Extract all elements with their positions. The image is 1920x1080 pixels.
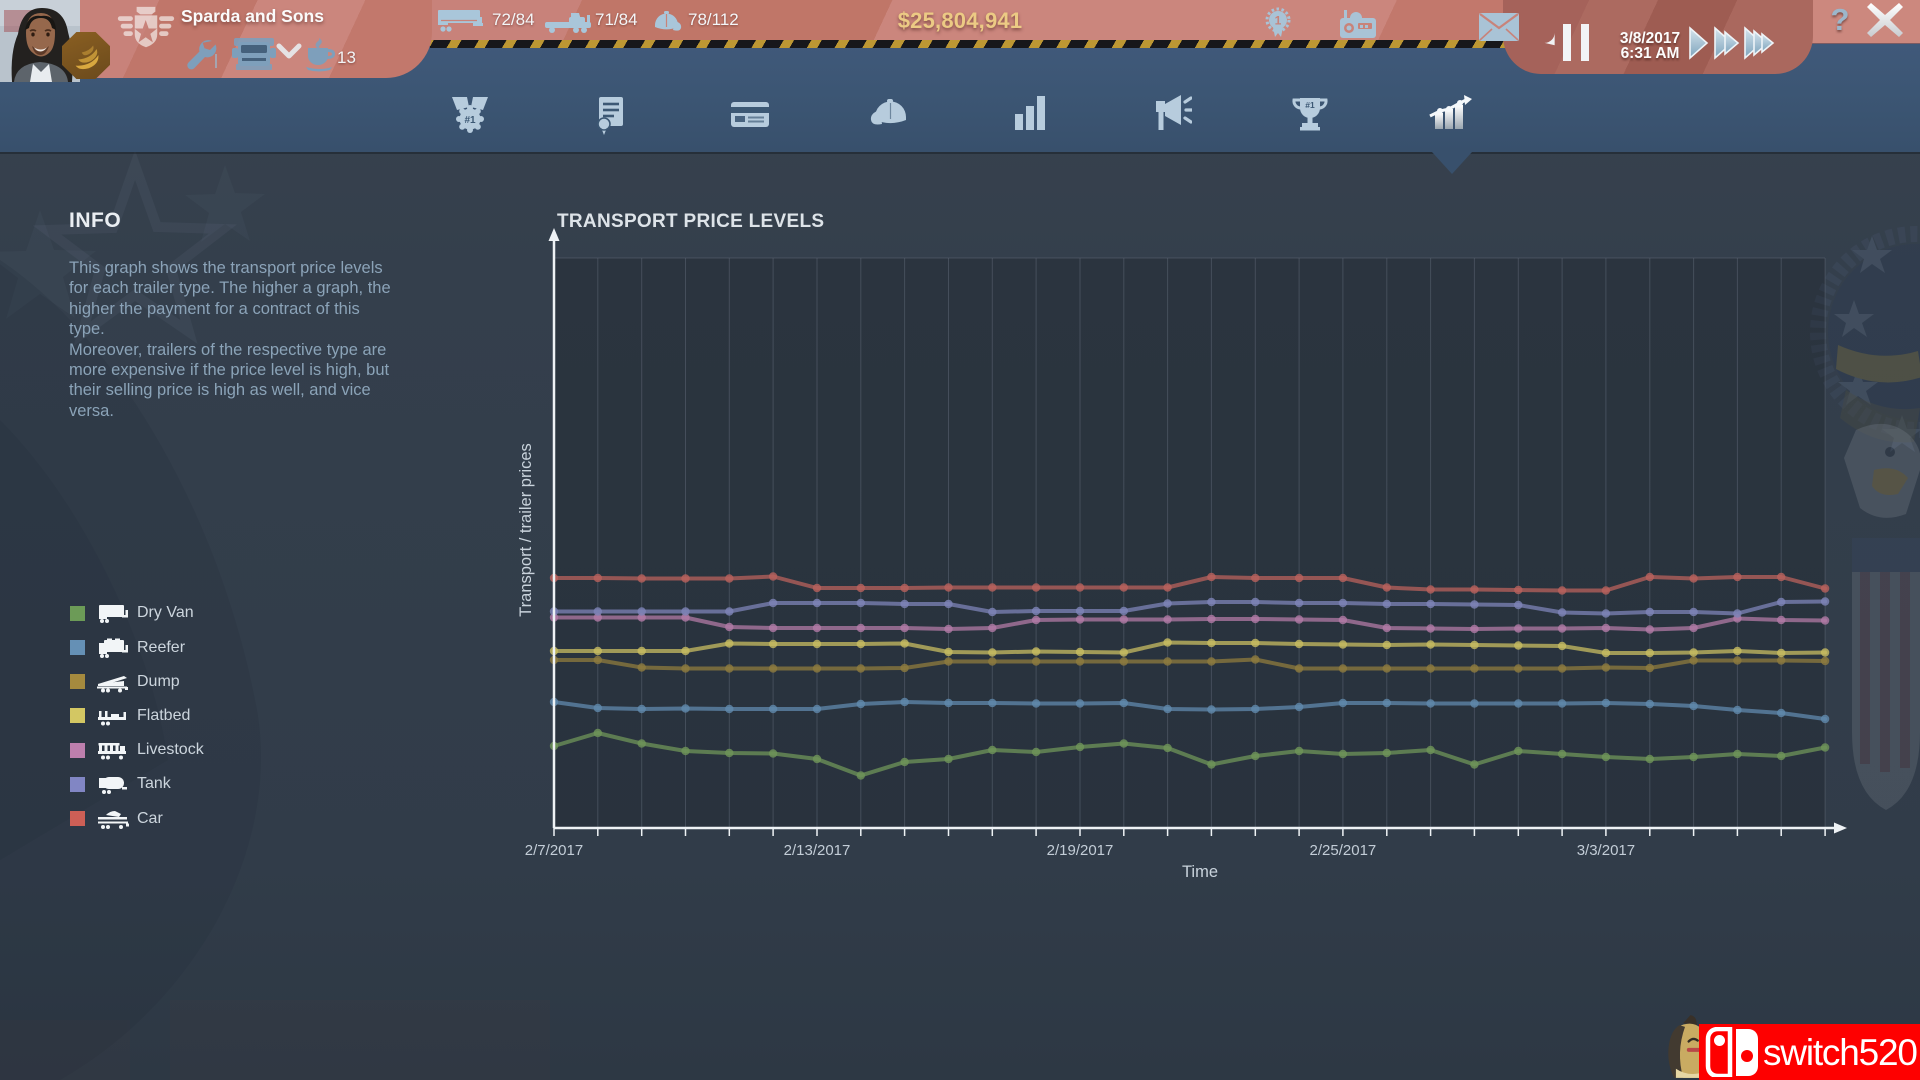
svg-text:#1: #1: [1305, 100, 1315, 110]
svg-text:2/25/2017: 2/25/2017: [1310, 842, 1377, 859]
svg-text:2/7/2017: 2/7/2017: [525, 842, 583, 859]
svg-text:#1: #1: [464, 115, 476, 126]
svg-text:Transport / trailer prices: Transport / trailer prices: [517, 443, 535, 617]
svg-text:Time: Time: [1182, 863, 1218, 881]
svg-text:3/3/2017: 3/3/2017: [1577, 842, 1635, 859]
svg-text:2/13/2017: 2/13/2017: [784, 842, 851, 859]
svg-text:2/19/2017: 2/19/2017: [1047, 842, 1114, 859]
svg-text:1: 1: [1275, 14, 1282, 28]
